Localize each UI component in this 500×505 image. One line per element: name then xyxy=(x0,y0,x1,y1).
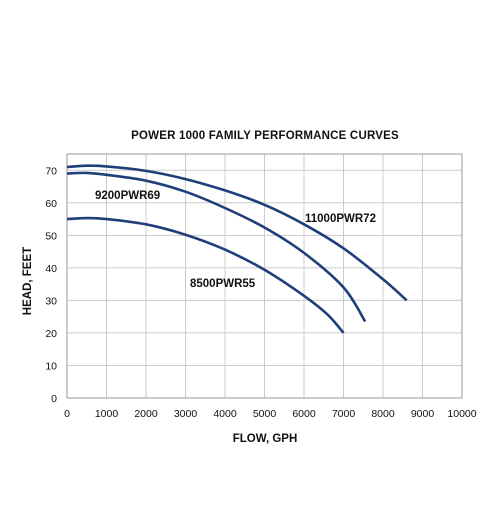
x-tick-label: 2000 xyxy=(134,408,158,420)
x-tick-label: 1000 xyxy=(95,408,119,420)
series-label-8500pwr55: 8500PWR55 xyxy=(190,278,256,290)
series-label-9200pwr69: 9200PWR69 xyxy=(95,190,160,202)
series-line-8500pwr55 xyxy=(66,216,345,334)
y-tick-label: 10 xyxy=(45,360,57,372)
y-tick-label: 70 xyxy=(45,165,57,177)
y-tick-label: 60 xyxy=(45,198,57,210)
x-tick-label: 9000 xyxy=(411,408,435,420)
x-tick-label: 6000 xyxy=(292,408,316,420)
series-labels: 11000PWR72 9200PWR69 8500PWR55 xyxy=(95,190,376,290)
x-tick-label: 7000 xyxy=(332,408,356,420)
y-tick-label: 30 xyxy=(45,295,57,307)
y-tick-label: 0 xyxy=(51,393,57,405)
x-tick-label: 4000 xyxy=(213,408,237,420)
x-tick-label: 5000 xyxy=(253,408,277,420)
grid-lines xyxy=(67,154,462,398)
series-label-11000pwr72: 11000PWR72 xyxy=(305,213,376,225)
series-line-9200pwr69 xyxy=(66,171,367,323)
chart-title: POWER 1000 FAMILY PERFORMANCE CURVES xyxy=(131,130,399,142)
series-lines xyxy=(66,164,408,334)
x-axis-label: FLOW, GPH xyxy=(233,433,298,445)
y-axis-label: HEAD, FEET xyxy=(22,247,34,315)
axis-ticks: 0 1000 2000 3000 4000 5000 6000 7000 8000 9000 100… xyxy=(45,165,476,420)
x-tick-label: 3000 xyxy=(174,408,198,420)
x-tick-label: 10000 xyxy=(447,408,476,420)
y-tick-label: 40 xyxy=(45,263,57,275)
x-tick-label: 8000 xyxy=(371,408,395,420)
plot-frame xyxy=(66,153,463,399)
y-tick-label: 20 xyxy=(45,328,57,340)
x-tick-label: 0 xyxy=(64,408,70,420)
y-tick-label: 50 xyxy=(45,230,57,242)
series-line-11000pwr72 xyxy=(66,164,408,302)
